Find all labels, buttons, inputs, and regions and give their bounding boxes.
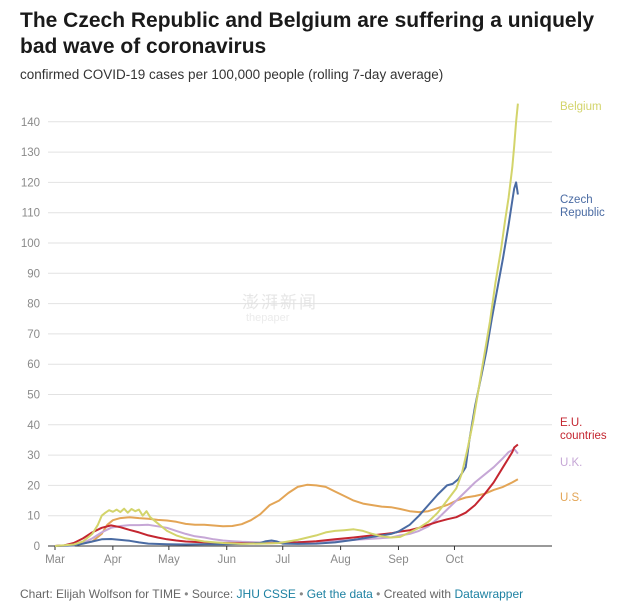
y-tick-label: 0 xyxy=(34,541,40,553)
x-tick-label: Mar xyxy=(45,554,65,566)
x-tick-label: May xyxy=(158,554,180,566)
y-tick-label: 70 xyxy=(27,329,40,341)
y-tick-label: 50 xyxy=(27,390,40,402)
footer-source-prefix: Source: xyxy=(191,587,234,601)
y-tick-label: 110 xyxy=(22,208,40,220)
x-tick-label: Sep xyxy=(388,554,408,566)
footer-created-with: Created with xyxy=(383,587,452,601)
series-label: E.U. xyxy=(560,417,582,429)
y-axis-ticks: 0 10 20 30 40 50 60 70 80 90 100 110 120 130 140 xyxy=(21,117,40,553)
x-tick-label: Oct xyxy=(446,554,465,566)
footer-separator: • xyxy=(376,587,381,601)
footer-separator: • xyxy=(299,587,304,601)
x-tick-label: Jul xyxy=(275,554,290,566)
y-tick-label: 10 xyxy=(27,511,40,523)
y-tick-label: 90 xyxy=(27,268,40,280)
y-tick-label: 80 xyxy=(27,299,40,311)
source-link[interactable]: JHU CSSE xyxy=(236,587,296,601)
y-tick-label: 30 xyxy=(27,450,40,462)
x-tick-label: Apr xyxy=(104,554,122,566)
series-line-czech-republic xyxy=(54,181,519,547)
y-tick-label: 20 xyxy=(27,480,40,492)
y-tick-label: 40 xyxy=(27,420,40,432)
footer-separator: • xyxy=(184,587,189,601)
y-tick-label: 130 xyxy=(21,147,40,159)
x-tick-label: Jun xyxy=(217,554,236,566)
x-tick-label: Aug xyxy=(330,554,350,566)
chart-title: The Czech Republic and Belgium are suffe… xyxy=(20,9,595,58)
watermark-subtext: thepaper xyxy=(246,312,290,324)
series-line-belgium xyxy=(54,103,519,547)
series-lines xyxy=(54,103,519,547)
chart-subtitle: confirmed COVID-19 cases per 100,000 peo… xyxy=(20,67,444,82)
y-tick-label: 120 xyxy=(21,177,40,189)
series-label: Belgium xyxy=(560,101,602,113)
series-label: Republic xyxy=(560,207,605,219)
watermark-text: 澎湃新闻 xyxy=(242,293,318,312)
line-chart: 0 10 20 30 40 50 60 70 80 90 100 110 120 130 140 Mar Ap… xyxy=(21,101,607,566)
get-data-link[interactable]: Get the data xyxy=(306,587,373,601)
gridlines xyxy=(48,121,552,547)
chart-footer: Chart: Elijah Wolfson for TIME • Source:… xyxy=(20,587,523,601)
series-label: countries xyxy=(560,430,607,442)
x-axis-ticks: Mar Apr May Jun Jul Aug Sep Oct xyxy=(45,546,464,566)
y-tick-label: 60 xyxy=(27,359,40,371)
y-tick-label: 100 xyxy=(21,238,40,250)
y-tick-label: 140 xyxy=(21,117,40,129)
datawrapper-link[interactable]: Datawrapper xyxy=(454,587,524,601)
series-label: U.S. xyxy=(560,492,582,504)
series-line-e-u-countries xyxy=(54,443,519,547)
series-line-u-s- xyxy=(54,478,519,547)
footer-credit: Chart: Elijah Wolfson for TIME xyxy=(20,587,181,601)
series-label: U.K. xyxy=(560,457,582,469)
series-label: Czech xyxy=(560,194,593,206)
